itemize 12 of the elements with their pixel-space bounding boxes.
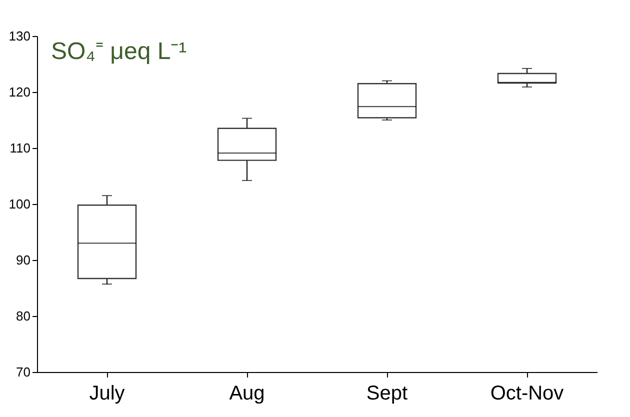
x-tick-label: Sept — [366, 382, 408, 404]
y-tick-label: 100 — [8, 196, 30, 212]
x-tick-label: Oct-Nov — [490, 382, 564, 404]
y-tick-label: 120 — [8, 84, 30, 100]
x-tick-label: July — [89, 382, 125, 404]
y-tick-label: 70 — [16, 364, 30, 380]
chart-title: SO₄⁼ μeq L⁻¹ — [51, 38, 187, 65]
y-tick-label: 130 — [8, 28, 30, 44]
x-tick-label: Aug — [229, 382, 265, 404]
y-tick-label: 110 — [10, 140, 30, 156]
y-tick-label: 90 — [16, 252, 30, 268]
y-tick-label: 80 — [16, 308, 30, 324]
